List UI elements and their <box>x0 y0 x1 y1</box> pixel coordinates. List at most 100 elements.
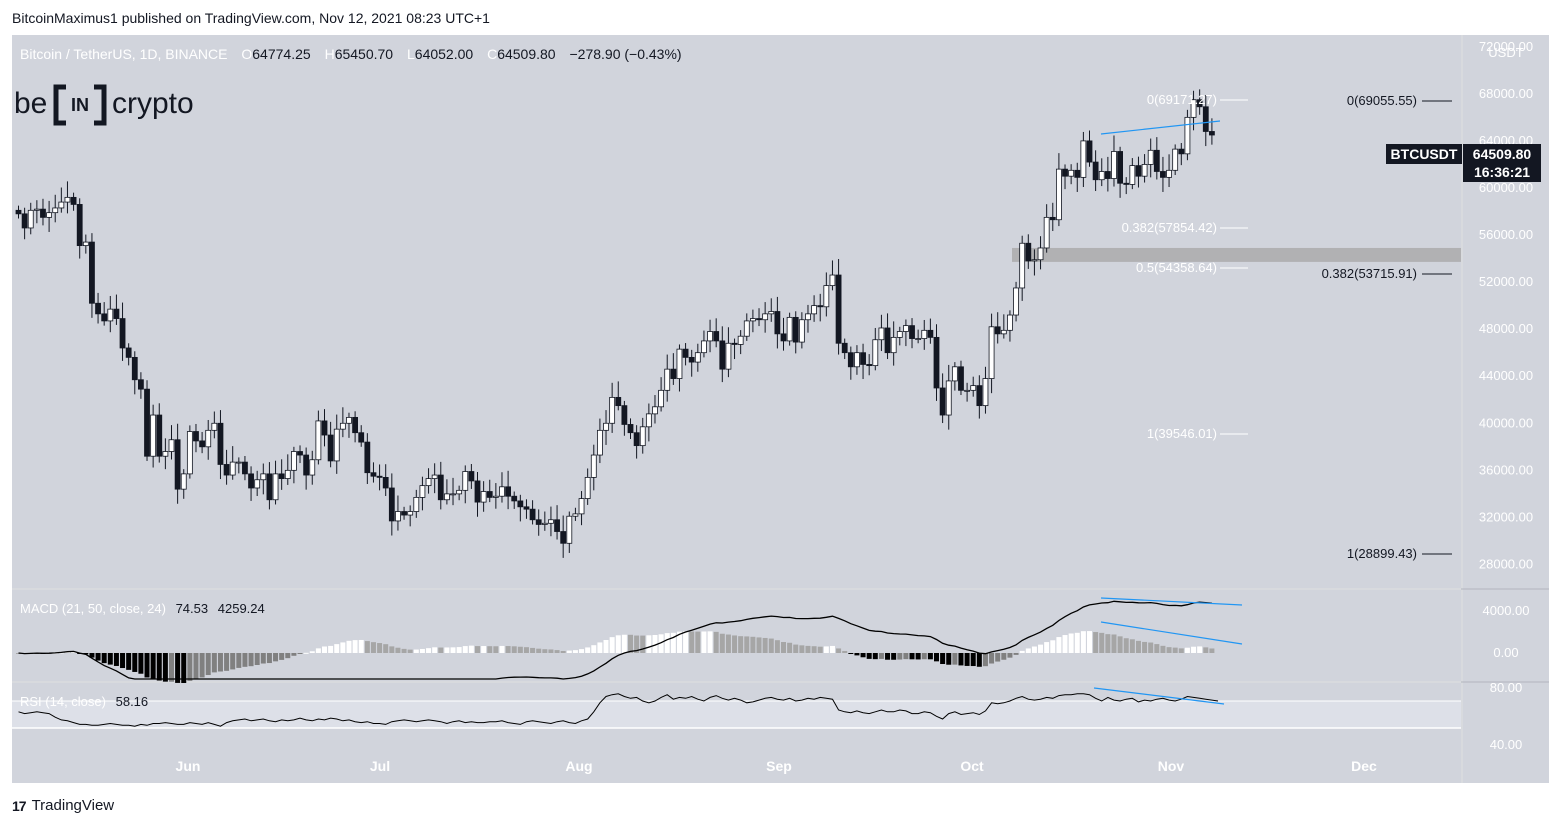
candle-up <box>407 511 414 516</box>
time-tick-dec: Dec <box>1351 758 1377 774</box>
macd-hist-bar <box>1178 648 1184 653</box>
macd-hist-bar <box>138 653 144 674</box>
macd-hist-bar <box>175 653 181 683</box>
candle-up <box>499 486 505 497</box>
macd-hist-bar <box>548 649 554 653</box>
price-badge-bg <box>1463 144 1541 182</box>
macd-hist-bar <box>652 634 658 653</box>
tradingview-footer[interactable]: 17 TradingView <box>12 797 114 814</box>
candle-up <box>205 429 212 448</box>
candle-up <box>284 469 291 479</box>
candle-down <box>468 471 475 482</box>
candle-up <box>27 209 34 229</box>
candle-down <box>560 531 567 544</box>
macd-hist-bar <box>383 644 389 653</box>
candle-up <box>1184 116 1191 155</box>
macd-hist-bar <box>236 653 242 668</box>
fib-inner-382-label: 0.382(57854.42) <box>1122 220 1217 235</box>
candle-down <box>1153 149 1160 172</box>
macd-hist-bar <box>144 653 150 678</box>
candle-up <box>658 389 664 408</box>
candle-up <box>645 413 652 428</box>
rsi-label: RSI (14, close) 58.16 <box>20 694 148 709</box>
macd-line <box>18 600 1212 680</box>
macd-hist-bar <box>878 653 884 659</box>
price-panel[interactable] <box>12 35 1461 588</box>
macd-hist-bar <box>946 653 952 665</box>
price-tick-label: 48000.00 <box>1479 321 1533 336</box>
candle-up <box>768 311 775 315</box>
macd-hist-bar <box>248 653 254 667</box>
logo-gap-top <box>66 82 94 90</box>
candle-up <box>872 339 879 367</box>
candle-down <box>1123 182 1130 185</box>
candle-down <box>278 473 285 479</box>
macd-hist-bar <box>315 648 321 653</box>
candle-down <box>682 348 689 358</box>
macd-hist-divergence-line <box>1100 621 1243 645</box>
axis-currency: USDT <box>1488 45 1523 60</box>
macd-hist-bar <box>242 653 248 667</box>
candle-down <box>1135 165 1142 177</box>
candle-up <box>798 319 805 343</box>
macd-hist-bar <box>866 653 872 659</box>
macd-hist-bar <box>891 653 897 660</box>
candle-up <box>425 478 432 487</box>
beincrypto-logo: be IN crypto <box>14 82 194 128</box>
macd-hist-bar <box>322 646 327 653</box>
symbol-badge-bg <box>1386 144 1462 164</box>
macd-histogram <box>16 631 1215 683</box>
fib-outer-bottom-label: 1(28899.43) <box>1347 546 1417 561</box>
candle-down <box>688 356 695 363</box>
macd-hist-bar <box>413 649 419 653</box>
candle-down <box>756 318 762 321</box>
candle-down <box>437 474 444 501</box>
macd-hist-bar <box>1148 642 1154 653</box>
time-tick-jun: Jun <box>176 758 201 774</box>
candle-down <box>1092 161 1099 181</box>
candle-up <box>639 426 646 447</box>
macd-hist-bar <box>725 634 731 653</box>
candle-down <box>994 326 1001 335</box>
candle-down <box>370 472 377 477</box>
price-tick-label: 68000.00 <box>1479 86 1533 101</box>
macd-hist-bar <box>89 653 95 658</box>
candle-down <box>719 340 726 370</box>
macd-hist-bar <box>101 653 107 664</box>
rsi-tick-40: 40.00 <box>1490 737 1523 752</box>
macd-hist-bar <box>750 636 756 653</box>
macd-hist-bar <box>995 653 1001 662</box>
symbol-bar: Bitcoin / TetherUS, 1D, BINANCE O64774.2… <box>20 46 682 62</box>
chart-frame[interactable]: 0(69171.27) 0.382(57854.42) 0.5(54358.64… <box>12 35 1549 783</box>
macd-hist-bar <box>689 631 695 653</box>
macd-hist-bar <box>1019 650 1025 653</box>
candle-down <box>352 416 359 434</box>
candle-up <box>186 431 193 475</box>
candle-up <box>1098 171 1105 181</box>
macd-hist-bar <box>1056 637 1062 653</box>
candle-down <box>321 420 328 436</box>
macd-hist-bar <box>1001 653 1007 660</box>
candle-down <box>511 495 518 502</box>
candle-down <box>1209 131 1215 136</box>
open-value: 64774.25 <box>252 46 311 62</box>
candle-up <box>1111 151 1117 179</box>
macd-hist-bar <box>254 653 260 666</box>
macd-hist-bar <box>683 631 689 653</box>
candle-up <box>1080 140 1087 178</box>
candle-up <box>431 474 438 479</box>
chart-svg[interactable]: 0(69171.27) 0.382(57854.42) 0.5(54358.64… <box>12 35 1549 783</box>
candle-up <box>921 329 928 339</box>
candle-down <box>1202 106 1209 132</box>
candle-down <box>70 196 77 205</box>
candle-up <box>492 495 499 498</box>
macd-hist-bar <box>774 640 780 653</box>
macd-hist-bar <box>419 648 425 653</box>
macd-hist-bar <box>517 646 523 653</box>
macd-hist-bar <box>1191 646 1197 653</box>
candle-up <box>346 416 352 424</box>
macd-hist-bar <box>609 637 615 653</box>
candle-up <box>762 313 769 321</box>
candle-down <box>1086 140 1093 163</box>
logo-in: IN <box>71 95 89 115</box>
